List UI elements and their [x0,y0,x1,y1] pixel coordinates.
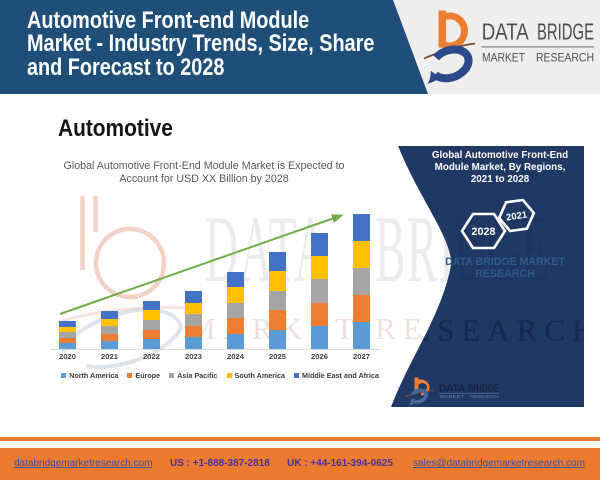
svg-text:MARKET: MARKET [482,51,525,65]
svg-text:RESEARCH: RESEARCH [536,51,594,65]
svg-text:BRIDGE: BRIDGE [537,18,594,44]
svg-text:DATA: DATA [482,18,530,44]
svg-text:DATA: DATA [439,383,465,395]
svg-text:RESEARCH: RESEARCH [390,313,590,348]
svg-text:2028: 2028 [471,226,495,238]
svg-text:BRIDGE: BRIDGE [468,383,499,395]
svg-text:RESEARCH: RESEARCH [470,394,498,399]
svg-text:2021: 2021 [505,209,528,223]
svg-text:MARKET: MARKET [440,394,465,399]
